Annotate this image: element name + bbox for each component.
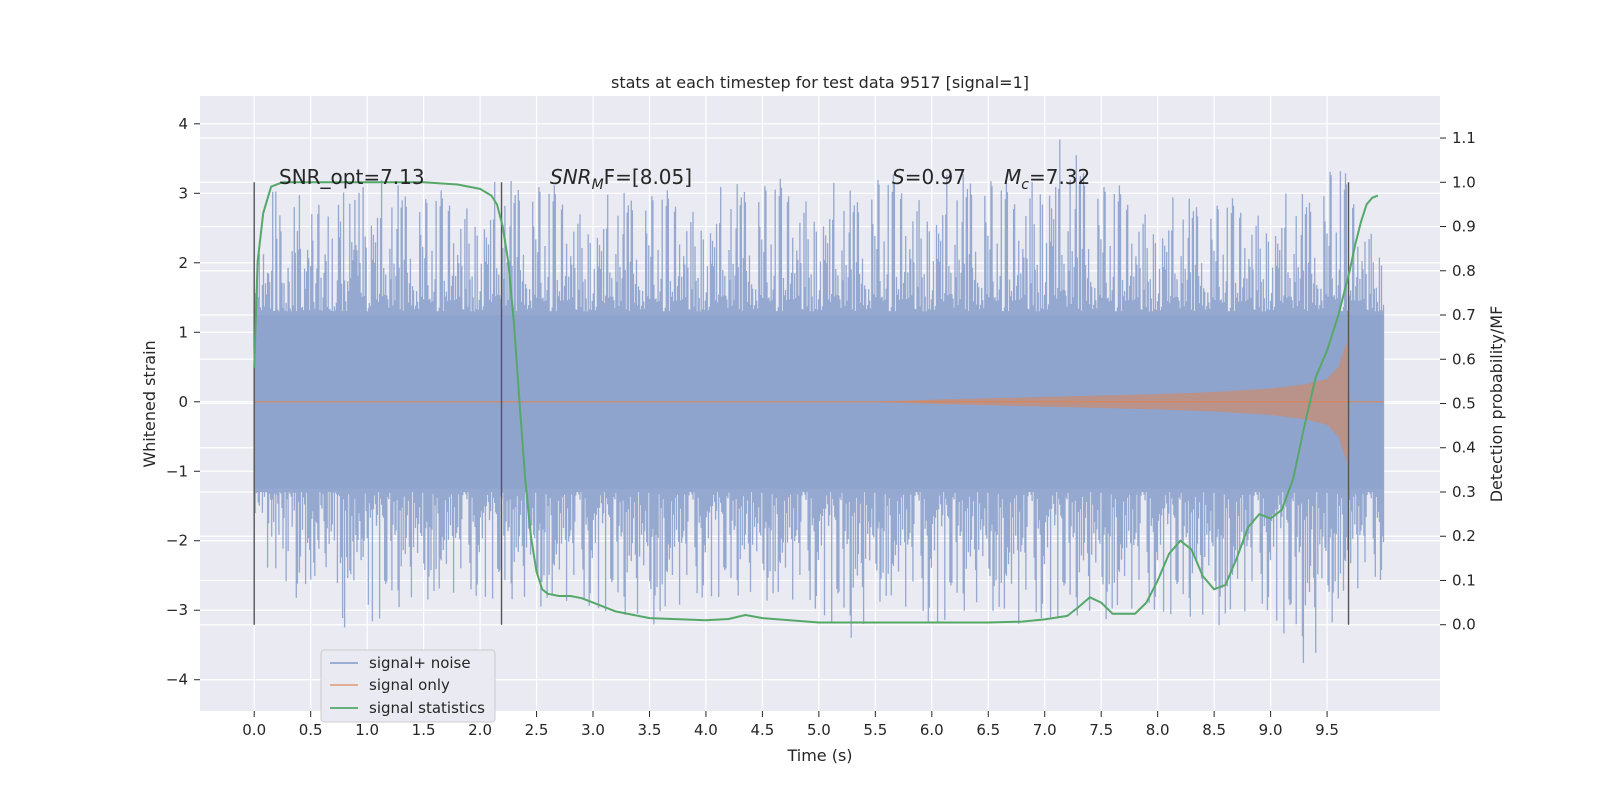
statistics-line bbox=[253, 181, 1379, 624]
x-tick-label: 8.0 bbox=[1146, 721, 1170, 739]
legend-label-signal-noise: signal+ noise bbox=[369, 654, 471, 672]
x-tick-label: 2.0 bbox=[468, 721, 492, 739]
y2-tick-label: 1.0 bbox=[1452, 173, 1476, 191]
s-annotation: S=0.97 bbox=[892, 165, 966, 189]
x-axis-label: Time (s) bbox=[786, 746, 852, 765]
y2-tick-label: 0.9 bbox=[1452, 218, 1476, 236]
y2-tick-label: 0.7 bbox=[1452, 306, 1476, 324]
y2-tick-label: 0.4 bbox=[1452, 439, 1476, 457]
y-tick-label: −1 bbox=[166, 462, 188, 480]
signal-only-series bbox=[254, 341, 1384, 463]
snr-mf-annotation: SNRMF=[8.05] bbox=[550, 165, 692, 193]
y2-axis-label: Detection probability/MF bbox=[1487, 306, 1506, 503]
x-tick-label: 0.5 bbox=[299, 721, 323, 739]
x-tick-label: 5.0 bbox=[807, 721, 831, 739]
x-tick-label: 6.5 bbox=[976, 721, 1000, 739]
y2-tick-label: 0.6 bbox=[1452, 350, 1476, 368]
x-axis-ticks: 0.0 0.5 1.0 1.5 2.0 2.5 3.0 3.5 4.0 4.5 5.0 5.5 6.0 6… bbox=[242, 711, 1339, 739]
x-tick-label: 4.5 bbox=[750, 721, 774, 739]
y-tick-label: 2 bbox=[178, 254, 188, 272]
mc-main: M bbox=[1004, 165, 1021, 189]
y-axis-label: Whitened strain bbox=[140, 340, 159, 467]
x-tick-label: 7.5 bbox=[1089, 721, 1113, 739]
y-tick-label: −4 bbox=[166, 671, 188, 689]
y-tick-label: 0 bbox=[178, 393, 188, 411]
x-tick-label: 3.5 bbox=[638, 721, 662, 739]
mc-sub: c bbox=[1021, 177, 1029, 193]
y-tick-label: 3 bbox=[178, 184, 188, 202]
y-tick-label: −2 bbox=[166, 532, 188, 550]
y2-tick-label: 0.8 bbox=[1452, 262, 1476, 280]
y2-tick-label: 0.3 bbox=[1452, 483, 1476, 501]
legend-label-signal-only: signal only bbox=[369, 676, 450, 694]
x-tick-label: 8.5 bbox=[1202, 721, 1226, 739]
x-tick-label: 3.0 bbox=[581, 721, 605, 739]
x-tick-label: 5.5 bbox=[863, 721, 887, 739]
x-tick-label: 1.5 bbox=[412, 721, 436, 739]
snr-opt-annotation: SNR_opt=7.13 bbox=[279, 165, 425, 189]
y2-tick-label: 0.1 bbox=[1452, 571, 1476, 589]
x-tick-label: 0.0 bbox=[242, 721, 266, 739]
y-tick-label: −3 bbox=[166, 601, 188, 619]
y2-tick-label: 0.5 bbox=[1452, 395, 1476, 413]
x-tick-label: 2.5 bbox=[525, 721, 549, 739]
s-rest: =0.97 bbox=[905, 165, 966, 189]
mc-annotation: Mc=7.32 bbox=[1004, 165, 1090, 193]
y-tick-label: 4 bbox=[178, 115, 188, 133]
mc-rest: =7.32 bbox=[1029, 165, 1090, 189]
s-main: S bbox=[892, 165, 905, 189]
y-axis-ticks: 4 3 2 1 0 −1 −2 −3 −4 bbox=[166, 115, 200, 689]
legend-box bbox=[320, 649, 496, 723]
y2-tick-label: 1.1 bbox=[1452, 129, 1476, 147]
signal-statistics-series bbox=[253, 181, 1379, 624]
y2-tick-label: 0.0 bbox=[1452, 616, 1476, 634]
y-tick-label: 1 bbox=[178, 323, 188, 341]
legend: signal+ noise signal only signal statist… bbox=[320, 649, 496, 723]
x-tick-label: 9.0 bbox=[1259, 721, 1283, 739]
y2-axis-ticks: 1.1 1.0 0.9 0.8 0.7 0.6 0.5 0.4 0.3 0.2 0.1 0.0 bbox=[1440, 129, 1476, 634]
x-tick-label: 7.0 bbox=[1033, 721, 1057, 739]
snr-mf-sub: M bbox=[592, 177, 604, 193]
snr-mf-rest: F=[8.05] bbox=[604, 165, 692, 189]
x-tick-label: 1.0 bbox=[355, 721, 379, 739]
y2-tick-label: 0.2 bbox=[1452, 527, 1476, 545]
vertical-markers bbox=[253, 182, 1350, 625]
x-tick-label: 6.0 bbox=[920, 721, 944, 739]
snr-mf-main: SNR bbox=[550, 165, 592, 189]
legend-label-signal-statistics: signal statistics bbox=[369, 699, 485, 717]
x-tick-label: 4.0 bbox=[694, 721, 718, 739]
chart-title: stats at each timestep for test data 951… bbox=[611, 73, 1029, 92]
x-tick-label: 9.5 bbox=[1315, 721, 1339, 739]
